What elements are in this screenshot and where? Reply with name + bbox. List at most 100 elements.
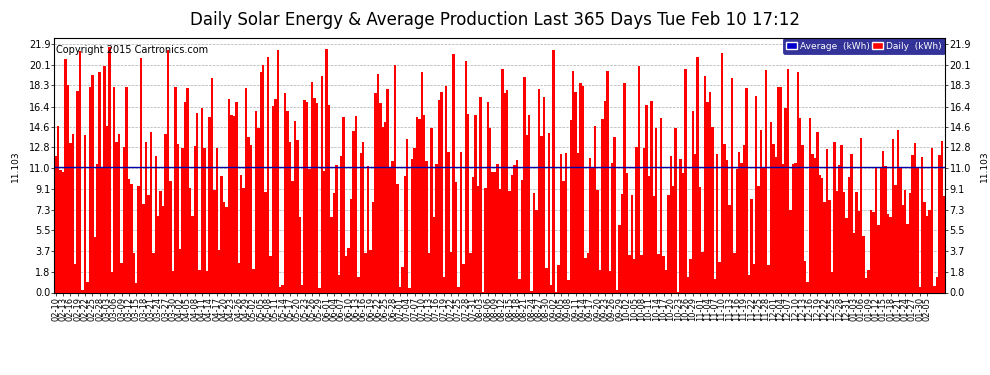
Bar xyxy=(386,88,389,292)
Bar xyxy=(116,141,118,292)
Bar xyxy=(433,217,436,292)
Bar xyxy=(274,99,276,292)
Bar xyxy=(389,167,391,292)
Bar xyxy=(501,69,504,292)
Bar xyxy=(248,137,249,292)
Bar xyxy=(206,272,208,292)
Bar xyxy=(614,137,616,292)
Bar xyxy=(721,53,724,292)
Bar xyxy=(724,144,726,292)
Bar xyxy=(176,144,179,292)
Bar xyxy=(431,128,433,292)
Bar xyxy=(782,164,784,292)
Bar xyxy=(792,164,794,292)
Bar xyxy=(489,128,491,292)
Bar xyxy=(367,166,369,292)
Bar xyxy=(931,148,934,292)
Bar xyxy=(169,181,171,292)
Bar xyxy=(647,176,650,292)
Bar xyxy=(446,86,447,292)
Bar xyxy=(518,279,521,292)
Bar xyxy=(870,210,872,292)
Bar xyxy=(138,186,140,292)
Bar xyxy=(552,50,554,292)
Bar xyxy=(454,182,457,292)
Bar xyxy=(271,106,274,292)
Bar xyxy=(264,192,267,292)
Bar xyxy=(338,275,340,292)
Bar xyxy=(269,256,271,292)
Bar xyxy=(857,211,860,292)
Bar xyxy=(926,216,929,292)
Bar xyxy=(438,100,441,292)
Bar xyxy=(733,253,736,292)
Bar xyxy=(562,181,564,292)
Bar xyxy=(633,259,636,292)
Bar xyxy=(436,164,438,292)
Bar xyxy=(103,66,106,292)
Bar xyxy=(284,93,286,292)
Bar xyxy=(347,248,349,292)
Bar xyxy=(865,278,867,292)
Bar xyxy=(750,199,752,292)
Bar xyxy=(326,49,328,292)
Bar xyxy=(752,264,755,292)
Bar xyxy=(69,143,71,292)
Bar xyxy=(93,237,96,292)
Bar xyxy=(308,169,311,292)
Bar xyxy=(231,115,233,292)
Bar xyxy=(343,117,345,292)
Bar xyxy=(892,139,894,292)
Bar xyxy=(816,132,819,292)
Bar xyxy=(201,108,203,292)
Bar xyxy=(824,202,826,292)
Bar xyxy=(601,119,604,292)
Bar xyxy=(98,72,101,292)
Text: 11.103: 11.103 xyxy=(11,151,20,183)
Bar xyxy=(235,102,238,292)
Bar xyxy=(509,190,511,292)
Bar xyxy=(61,172,64,292)
Bar xyxy=(845,218,847,292)
Bar xyxy=(313,98,316,292)
Bar xyxy=(772,144,774,292)
Bar xyxy=(757,186,760,292)
Bar xyxy=(252,269,254,292)
Bar xyxy=(907,224,909,292)
Bar xyxy=(709,92,711,292)
Bar xyxy=(316,103,318,292)
Bar xyxy=(872,212,874,292)
Bar xyxy=(577,153,579,292)
Bar xyxy=(194,146,196,292)
Bar xyxy=(126,87,128,292)
Bar xyxy=(692,111,694,292)
Bar xyxy=(352,131,354,292)
Bar xyxy=(376,74,379,292)
Text: Daily Solar Energy & Average Production Last 365 Days Tue Feb 10 17:12: Daily Solar Energy & Average Production … xyxy=(190,11,800,29)
Bar xyxy=(557,266,559,292)
Bar xyxy=(584,258,587,292)
Bar xyxy=(655,128,657,292)
Bar xyxy=(496,164,499,292)
Bar xyxy=(211,78,213,292)
Bar xyxy=(74,264,76,292)
Bar xyxy=(821,178,824,292)
Bar xyxy=(447,152,449,292)
Bar xyxy=(569,120,572,292)
Bar xyxy=(802,145,804,292)
Bar xyxy=(306,102,308,292)
Bar xyxy=(118,134,121,292)
Bar xyxy=(674,128,677,292)
Bar xyxy=(411,159,413,292)
Bar xyxy=(660,118,662,292)
Bar xyxy=(426,160,428,292)
Bar xyxy=(491,172,494,292)
Bar xyxy=(762,166,765,292)
Bar xyxy=(66,85,69,292)
Bar xyxy=(842,192,845,292)
Bar xyxy=(523,77,526,292)
Bar xyxy=(747,275,750,292)
Bar xyxy=(336,165,338,292)
Bar xyxy=(359,153,362,292)
Bar xyxy=(684,69,687,292)
